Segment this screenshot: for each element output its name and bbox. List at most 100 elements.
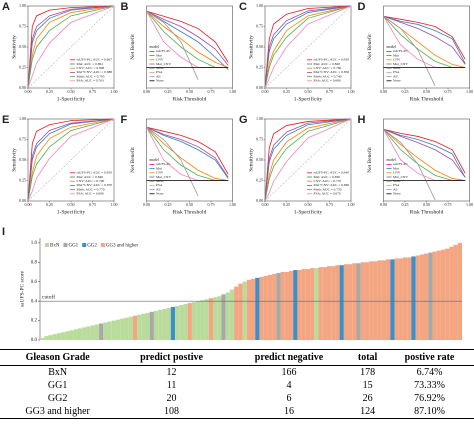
bar (457, 242, 462, 340)
reference-diagonal (27, 5, 115, 89)
legend-label: Meth (156, 66, 164, 70)
reference-diagonal (27, 118, 115, 202)
bar (394, 258, 399, 340)
legend-label: CNV (156, 171, 164, 175)
legend-label: Meth: AUC = 0.750 (314, 187, 342, 191)
legend-label: All (156, 187, 161, 191)
bar (280, 272, 285, 340)
legend-label: saUFS-PC: AUC = 0.930 (314, 58, 350, 62)
panel-label: E (2, 114, 9, 126)
series-line (27, 118, 115, 202)
bar (225, 292, 230, 340)
x-tick-label: 0.50 (423, 89, 430, 94)
table-cell: 15 (362, 380, 373, 391)
bar (120, 318, 125, 340)
y-tick-label: 0.50 (256, 44, 263, 49)
bar (200, 300, 205, 340)
x-axis-label: 1-Specificity (57, 95, 86, 102)
legend-label: PSA (156, 70, 163, 74)
legend-swatch (63, 243, 68, 247)
legend-label: Mut (156, 53, 162, 57)
series-line (146, 10, 229, 68)
panel-label: I (2, 226, 5, 238)
x-tick-label: 0.75 (445, 89, 452, 94)
x-tick-label: 0.50 (68, 89, 75, 94)
bar (137, 314, 142, 340)
legend-label: saUFS-PC (393, 49, 408, 53)
series-line (383, 15, 466, 64)
y-tick-label: 0.75 (256, 23, 263, 28)
series-line (146, 10, 229, 63)
x-tick-label: 1.00 (348, 202, 355, 207)
table-cell: 4 (286, 380, 292, 391)
bar (217, 296, 222, 340)
bar (267, 274, 273, 340)
x-tick-label: 0.00 (143, 202, 150, 207)
bar (213, 297, 218, 340)
series-line (383, 128, 466, 178)
legend-label: Mut+CNV: AUC = 0.888 (77, 70, 113, 74)
panel-label: B (121, 1, 129, 13)
panel-label: H (358, 114, 366, 126)
table-cell: 11 (166, 380, 177, 391)
bar (86, 326, 91, 340)
bar (272, 273, 277, 340)
bar (419, 254, 425, 340)
table-cell: 166 (281, 367, 297, 378)
y-tick-label: 0.75 (19, 23, 26, 28)
table-cell: 16 (227, 405, 351, 419)
bar (187, 303, 192, 340)
figure: A 0.00 0.25 0.50 0.75 1.00 0.00 0.25 0.50 0.75 1.0… (2, 1, 473, 343)
x-axis-label: 1-Specificity (294, 95, 323, 102)
legend-label: GG1 (68, 244, 78, 249)
x-tick-label: 1.00 (229, 202, 236, 207)
y-tick-label: 0.25 (256, 177, 263, 182)
x-tick-label: 1.00 (466, 202, 473, 207)
x-tick-label: 0.25 (283, 202, 290, 207)
table-cell: 20 (166, 393, 177, 404)
bar (386, 259, 391, 340)
x-tick-label: 0.25 (46, 89, 53, 94)
series-line (383, 15, 436, 87)
x-tick-label: 0.00 (262, 89, 269, 94)
bar (77, 328, 83, 340)
series-line (146, 126, 199, 197)
legend-label: None (156, 79, 164, 83)
y-tick-label: 0.4 (31, 299, 38, 304)
series-line (264, 5, 352, 89)
bar (162, 308, 167, 340)
y-tick-label: 0.2 (31, 319, 38, 324)
y-axis-label: Net Benefit (129, 34, 136, 60)
legend-label: CNV: AUC = 0.770 (314, 179, 342, 183)
y-tick-label: 0.75 (19, 136, 26, 141)
x-tick-label: 0.50 (186, 89, 193, 94)
series-line (146, 126, 229, 175)
bar (339, 265, 344, 340)
series-line (146, 126, 229, 181)
bar (411, 256, 416, 340)
bar (276, 272, 281, 340)
legend-label: saUFS-PC: AUC = 0.967 (77, 58, 113, 62)
series-line (27, 5, 115, 89)
legend-label: PSA: AUC = 0.703 (77, 79, 104, 83)
table-row: GG3 and higher 108 16 124 87.10% (0, 405, 474, 419)
y-tick-label: 0.00 (19, 198, 26, 203)
bar (449, 246, 454, 340)
bar (65, 331, 70, 340)
x-tick-label: 0.50 (305, 202, 312, 207)
panel-label: D (358, 1, 366, 13)
y-tick-label: 0.25 (19, 64, 26, 69)
table-cell: 26 (362, 393, 373, 404)
series-line (264, 118, 352, 202)
bar (52, 334, 57, 340)
bar (44, 336, 49, 340)
bar (246, 279, 251, 340)
x-tick-label: 0.25 (46, 202, 53, 207)
x-tick-label: 0.25 (402, 202, 409, 207)
legend-label: Meth: AUC = 0.795 (77, 74, 105, 78)
x-tick-label: 0.75 (208, 89, 215, 94)
legend-label: saUFS-PC: AUC = 0.950 (77, 171, 113, 175)
bar (124, 317, 129, 340)
x-tick-label: 0.25 (283, 89, 290, 94)
